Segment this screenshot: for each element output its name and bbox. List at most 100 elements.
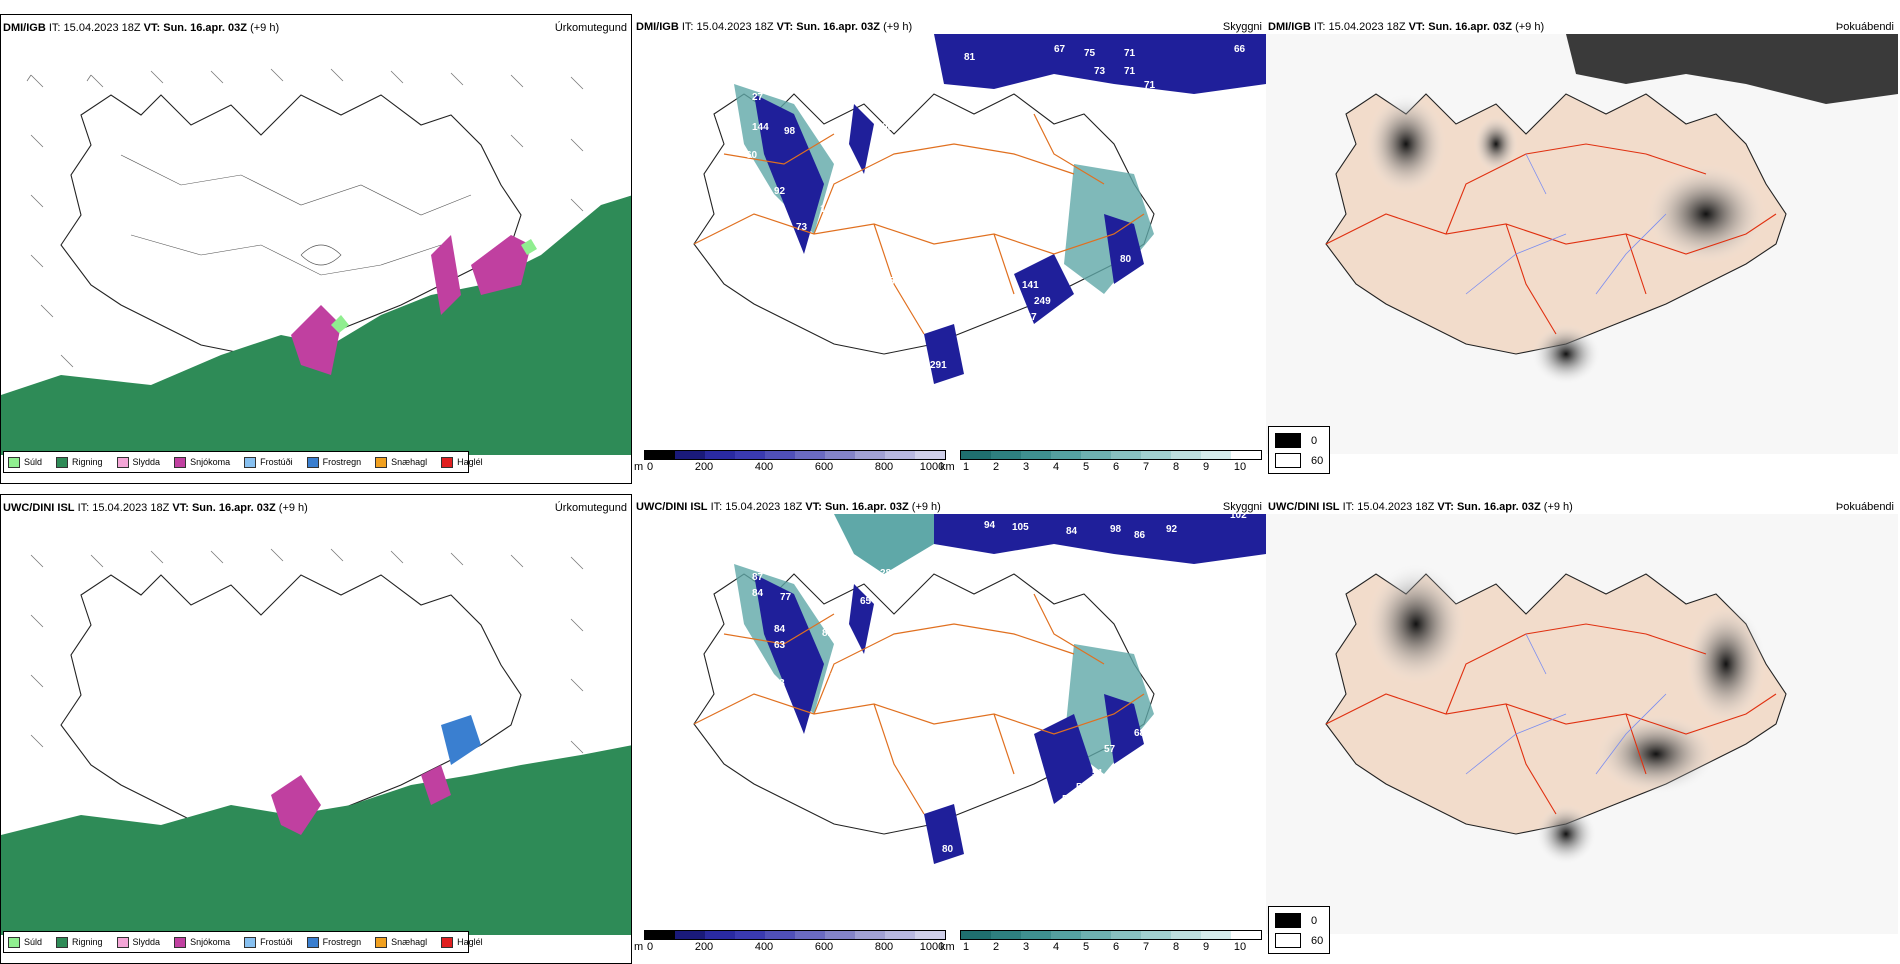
visibility-value: 115 bbox=[1066, 344, 1083, 355]
legend-swatch bbox=[116, 456, 129, 468]
legend-label: Haglél bbox=[457, 457, 483, 467]
legend-label: Frostregn bbox=[322, 937, 362, 947]
visibility-value: 54 bbox=[830, 672, 842, 683]
visibility-map: 94 105 84 98 86 92 102 280 87 84 77 65 8… bbox=[693, 514, 1266, 893]
visibility-ticks: 1 2 3 4 5 6 7 8 9 10 bbox=[960, 941, 1262, 953]
tick-label: 8 bbox=[1172, 461, 1180, 473]
visibility-value: 94 bbox=[984, 520, 996, 531]
fog-rivers bbox=[1465, 633, 1667, 775]
freezing-rain-area bbox=[441, 715, 481, 765]
legend-swatch bbox=[8, 936, 20, 948]
tick-label: 8 bbox=[1172, 941, 1180, 953]
visibility-value: 81 bbox=[822, 628, 834, 639]
panel-header: DMI/IGB IT: 15.04.2023 18Z VT: Sun. 16.a… bbox=[3, 21, 627, 35]
it-value: 15.04.2023 18Z bbox=[63, 22, 141, 34]
colorbar-segment bbox=[645, 931, 675, 939]
fog-legend-low: 0 bbox=[1275, 913, 1317, 928]
visibility-value: 54 bbox=[1062, 794, 1074, 805]
ceiling-blue-area bbox=[754, 94, 1144, 384]
colorbar-segment bbox=[1231, 451, 1261, 459]
colorbar-segment bbox=[1051, 451, 1081, 459]
panel-title: Úrkomutegund bbox=[554, 22, 627, 34]
visibility-value: 98 bbox=[1110, 524, 1122, 535]
colorbar-segment bbox=[855, 451, 885, 459]
fog-rivers bbox=[1465, 153, 1667, 295]
fog-legend: 0 60 bbox=[1268, 906, 1330, 954]
visibility-value: 92 bbox=[774, 186, 786, 197]
visibility-value: 71 bbox=[1124, 48, 1136, 59]
fog-legend-high-label: 60 bbox=[1311, 454, 1324, 467]
legend-swatch bbox=[116, 936, 129, 948]
colorbar-segment bbox=[645, 451, 675, 459]
visibility-value: 299 bbox=[1148, 192, 1165, 203]
precip-type-legend: Súld Rigning Slydda Snjókoma Frostúði Fr… bbox=[3, 451, 483, 473]
precip-type-legend: Súld Rigning Slydda Snjókoma Frostúði Fr… bbox=[3, 931, 483, 953]
lead-time: (+9 h) bbox=[911, 501, 941, 513]
fog-patch bbox=[1366, 564, 1466, 684]
colorbar-segment bbox=[675, 931, 705, 939]
legend-swatch bbox=[375, 456, 388, 468]
visibility-value: 58 bbox=[950, 402, 962, 413]
internal-contours bbox=[120, 154, 472, 276]
legend-item: Frostúði bbox=[244, 936, 293, 948]
visibility-value: 55 bbox=[1088, 802, 1100, 813]
fog-swatch-black bbox=[1275, 913, 1301, 928]
panel-header: DMI/IGB IT: 15.04.2023 18Z VT: Sun. 16.a… bbox=[1268, 20, 1894, 34]
visibility-value: 105 bbox=[1012, 522, 1029, 533]
colorbar-segment bbox=[855, 931, 885, 939]
lead-time: (+9 h) bbox=[1515, 21, 1545, 33]
visibility-value: 280 bbox=[880, 568, 897, 579]
tick-label: 2 bbox=[992, 941, 1000, 953]
visibility-panel-bottom: UWC/DINI ISL IT: 15.04.2023 18Z VT: Sun.… bbox=[634, 494, 1266, 964]
colorbar-segment bbox=[1171, 451, 1201, 459]
panel-header: UWC/DINI ISL IT: 15.04.2023 18Z VT: Sun.… bbox=[636, 500, 1262, 514]
visibility-value-labels: 94 105 84 98 86 92 102 280 87 84 77 65 8… bbox=[752, 514, 1247, 893]
fog-legend-low: 0 bbox=[1275, 433, 1317, 448]
colorbar-segment bbox=[795, 931, 825, 939]
tick-label: 9 bbox=[1202, 461, 1210, 473]
visibility-value: 84 bbox=[1066, 526, 1078, 537]
legend-swatch bbox=[306, 936, 319, 948]
visibility-value: 68 bbox=[1134, 728, 1146, 739]
tick-label: 800 bbox=[874, 941, 894, 953]
tick-label: 10 bbox=[1233, 941, 1247, 953]
rain-area bbox=[1, 745, 631, 935]
colorbar-segment bbox=[705, 931, 735, 939]
tick-label: 1000 bbox=[919, 461, 945, 473]
colorbar-segment bbox=[1171, 931, 1201, 939]
colorbar-segment bbox=[961, 931, 991, 939]
fog-roads bbox=[1325, 143, 1777, 335]
legend-label: Rigning bbox=[72, 937, 103, 947]
fog-legend-high-label: 60 bbox=[1311, 934, 1324, 947]
fog-patch bbox=[1532, 324, 1600, 384]
legend-swatch bbox=[244, 936, 257, 948]
colorbar-segment bbox=[1231, 931, 1261, 939]
colorbar-segment bbox=[1141, 451, 1171, 459]
visibility-value-labels: 81 67 75 71 66 73 71 71 27 144 98 96 60 … bbox=[746, 44, 1246, 413]
legend-item: Súld bbox=[8, 456, 42, 468]
colorbar-segment bbox=[1021, 931, 1051, 939]
legend-label: Slydda bbox=[132, 937, 161, 947]
it-label: IT: bbox=[48, 22, 61, 34]
colorbar-segment bbox=[1111, 931, 1141, 939]
panel-header: UWC/DINI ISL IT: 15.04.2023 18Z VT: Sun.… bbox=[1268, 500, 1894, 514]
visibility-value: 68 bbox=[1158, 680, 1170, 691]
visibility-value: 59 bbox=[912, 854, 924, 865]
fog-patch bbox=[1536, 804, 1596, 864]
fog-panel-top: DMI/IGB IT: 15.04.2023 18Z VT: Sun. 16.a… bbox=[1266, 14, 1898, 484]
visibility-value: 57 bbox=[944, 860, 956, 871]
visibility-value: 73 bbox=[1094, 66, 1106, 77]
it-label: IT: bbox=[1313, 21, 1326, 33]
panel-header: DMI/IGB IT: 15.04.2023 18Z VT: Sun. 16.a… bbox=[636, 20, 1262, 34]
legend-swatch bbox=[8, 456, 20, 468]
vt-label: VT: bbox=[1437, 501, 1454, 513]
colorbar-segment bbox=[885, 451, 915, 459]
colorbar-segment bbox=[1111, 451, 1141, 459]
visibility-value: 291 bbox=[930, 360, 947, 371]
tick-label: 4 bbox=[1052, 461, 1060, 473]
tick-label: 400 bbox=[754, 941, 774, 953]
legend-item: Snæhagl bbox=[375, 456, 427, 468]
visibility-value: 73 bbox=[796, 222, 808, 233]
it-label: IT: bbox=[710, 501, 723, 513]
visibility-value: 141 bbox=[1022, 280, 1039, 291]
